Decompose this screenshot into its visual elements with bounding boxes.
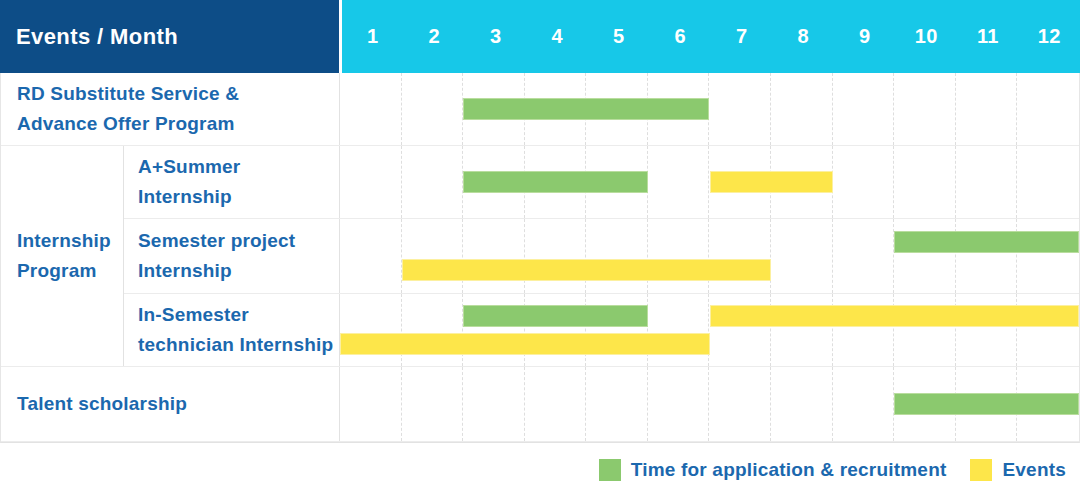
month-label: 1 (342, 0, 404, 73)
bar-line (340, 98, 1079, 120)
events-month-gantt: Events / Month 123456789101112 RD Substi… (0, 0, 1080, 494)
row-label: Talent scholarship (1, 367, 340, 441)
table-row: A+SummerInternship (124, 146, 1079, 219)
row-label-line: In-Semester (138, 300, 339, 330)
row-label-line: Advance Offer Program (17, 109, 339, 139)
bar-lines (340, 294, 1079, 366)
month-label: 4 (527, 0, 589, 73)
legend-item-yellow: Events (970, 459, 1066, 481)
table-row: In-Semestertechnician Internship (124, 294, 1079, 366)
bar-lines (340, 367, 1079, 441)
table-row: Semester projectInternship (124, 219, 1079, 294)
legend-item-green: Time for application & recruitment (599, 459, 947, 481)
bar-green (894, 393, 1079, 415)
bar-yellow (402, 259, 772, 281)
table-row: Talent scholarship (1, 367, 1079, 442)
month-label: 8 (773, 0, 835, 73)
internship-program-group: InternshipProgramA+SummerInternshipSemes… (1, 146, 1079, 367)
bar-line (340, 171, 1079, 193)
chart-cell (340, 146, 1079, 218)
row-label: In-Semestertechnician Internship (124, 294, 340, 366)
table-row: RD Substitute Service &Advance Offer Pro… (1, 73, 1079, 146)
legend-swatch-yellow (970, 459, 992, 481)
bar-green (463, 98, 709, 120)
month-label: 2 (404, 0, 466, 73)
month-label: 3 (465, 0, 527, 73)
group-label-line: Program (17, 256, 123, 286)
month-label: 11 (957, 0, 1019, 73)
row-label-line: Internship (138, 256, 339, 286)
month-label: 9 (834, 0, 896, 73)
month-label: 6 (650, 0, 712, 73)
bar-yellow (340, 333, 710, 355)
bar-green (463, 305, 648, 327)
row-label-line: Internship (138, 182, 339, 212)
chart-cell (340, 73, 1079, 145)
bar-lines (340, 219, 1079, 293)
row-label-line: A+Summer (138, 152, 339, 182)
legend-swatch-green (599, 459, 621, 481)
month-header: 123456789101112 (342, 0, 1080, 73)
month-label: 10 (896, 0, 958, 73)
group-label-line: Internship (17, 226, 123, 256)
bar-line (340, 333, 1079, 355)
bar-line (340, 259, 1079, 281)
bar-line (340, 393, 1079, 415)
row-label: RD Substitute Service &Advance Offer Pro… (1, 73, 340, 145)
row-label: Semester projectInternship (124, 219, 340, 293)
chart-cell (340, 219, 1079, 293)
row-label-line: RD Substitute Service & (17, 79, 339, 109)
bar-yellow (710, 171, 833, 193)
row-label-line: Talent scholarship (17, 389, 339, 419)
table-body: RD Substitute Service &Advance Offer Pro… (0, 73, 1080, 443)
legend-label: Time for application & recruitment (631, 459, 947, 481)
header-title-cell: Events / Month (0, 0, 339, 73)
row-label-line: technician Internship (138, 330, 339, 360)
table-header-row: Events / Month 123456789101112 (0, 0, 1080, 73)
bar-yellow (710, 305, 1080, 327)
month-label: 5 (588, 0, 650, 73)
bar-line (340, 231, 1079, 253)
row-label-line: Semester project (138, 226, 339, 256)
bar-lines (340, 146, 1079, 218)
bar-green (894, 231, 1079, 253)
bar-line (340, 305, 1079, 327)
month-label: 12 (1019, 0, 1080, 73)
chart-cell (340, 294, 1079, 366)
legend-label: Events (1002, 459, 1066, 481)
chart-cell (340, 367, 1079, 441)
group-label: InternshipProgram (1, 146, 124, 366)
bar-lines (340, 73, 1079, 145)
month-label: 7 (711, 0, 773, 73)
sub-rows: A+SummerInternshipSemester projectIntern… (124, 146, 1079, 366)
legend: Time for application & recruitment Events (0, 443, 1080, 494)
bar-green (463, 171, 648, 193)
row-label: A+SummerInternship (124, 146, 340, 218)
